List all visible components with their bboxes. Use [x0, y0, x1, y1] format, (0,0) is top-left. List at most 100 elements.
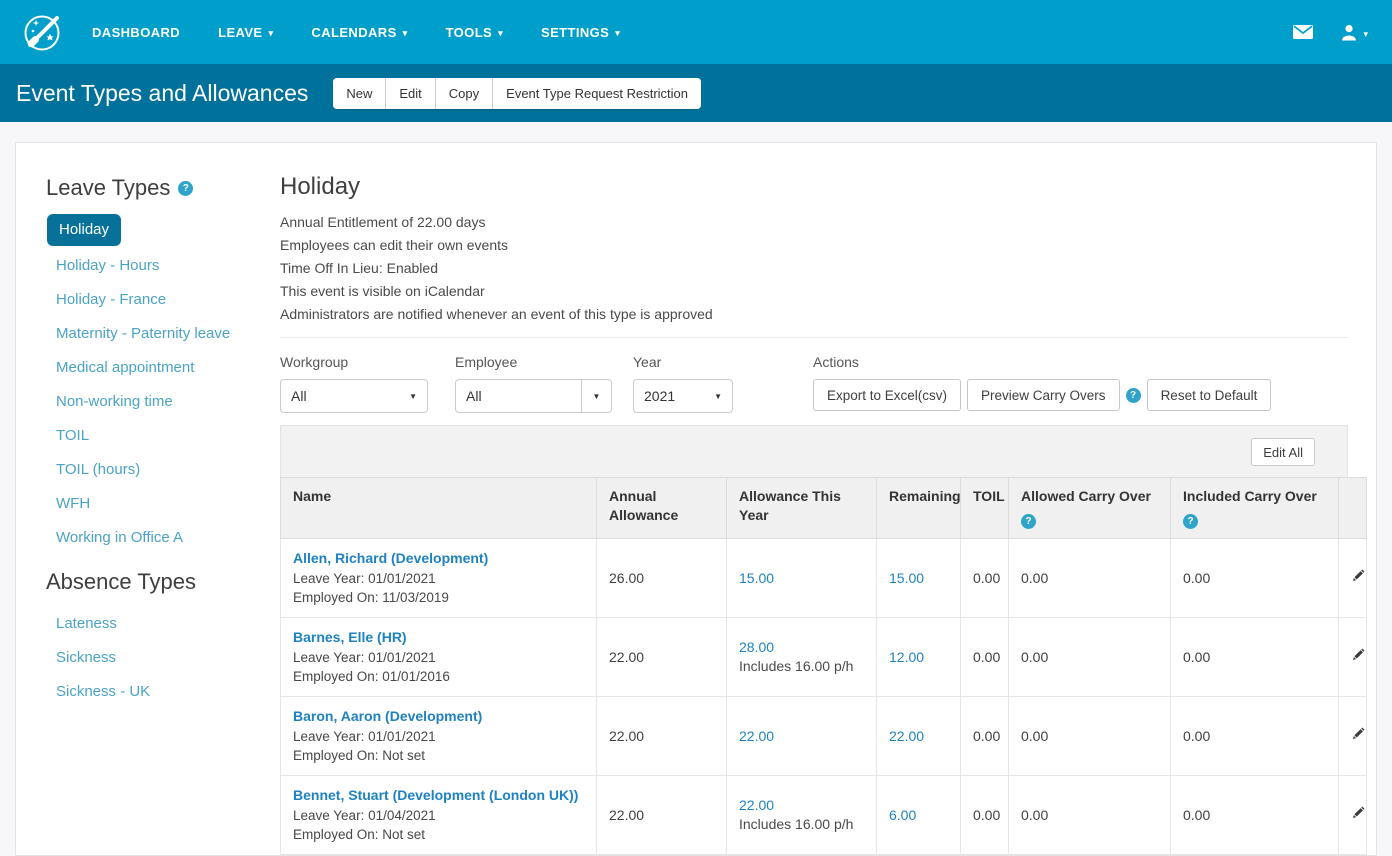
export-to-excel-button[interactable]: Export to Excel(csv) — [813, 379, 962, 411]
sidebar-leave-type-item[interactable]: Working in Office A — [56, 529, 184, 546]
reset-to-default-button[interactable]: Reset to Default — [1146, 379, 1272, 411]
remaining-cell: 22.00 — [876, 696, 961, 776]
sidebar-leave-type-item[interactable]: Holiday - Hours — [56, 257, 160, 274]
employee-select-caret-segment[interactable]: ▼ — [581, 380, 611, 412]
allowances-table: Name Annual Allowance Allowance This Yea… — [280, 477, 1367, 855]
sidebar-leave-type-item[interactable]: Holiday — [47, 214, 122, 246]
page-action-button[interactable]: Copy — [435, 77, 494, 109]
remaining-link[interactable]: 6.00 — [889, 806, 917, 823]
carry-overs-help-icon[interactable]: ? — [1125, 387, 1141, 403]
employee-name-link[interactable]: Baron, Aaron (Development) — [293, 708, 483, 724]
event-type-meta-line: Administrators are notified whenever an … — [280, 306, 713, 322]
sidebar-leave-type-item[interactable]: Maternity - Paternity leave — [56, 325, 231, 342]
edit-row-cell — [1338, 854, 1367, 855]
edit-pencil-icon[interactable] — [1351, 647, 1366, 667]
edit-pencil-icon[interactable] — [1351, 805, 1366, 825]
employee-name-cell: Barnes, Elle (HR) Leave Year: 01/01/2021… — [280, 617, 597, 697]
edit-pencil-icon[interactable] — [1351, 568, 1366, 588]
sidebar-leave-type-item[interactable]: TOIL — [56, 427, 90, 444]
employee-name-link[interactable]: Barnes, Elle (HR) — [293, 629, 407, 645]
allowance-note: Includes 16.00 p/h — [739, 658, 854, 674]
main-panel: Holiday Annual Entitlement of 22.00 days… — [280, 167, 1367, 855]
sidebar-absence-type-item[interactable]: Sickness — [56, 649, 117, 666]
page-action-button-group: New Edit Copy Event Type Request Restric… — [333, 77, 702, 109]
section-divider — [280, 337, 1348, 338]
included-carry-over-cell: 0.00 — [1170, 538, 1339, 618]
allowance-this-year-link[interactable]: 22.00 — [739, 727, 775, 744]
allowance-this-year-link[interactable]: 28.00 — [739, 639, 775, 655]
sidebar-absence-type-item[interactable]: Lateness — [56, 615, 117, 632]
col-header-toil: TOIL — [960, 477, 1009, 539]
included-carry-over-label: Included Carry Over — [1183, 488, 1317, 504]
chevron-down-icon: ▾ — [1363, 28, 1368, 39]
nav-menu-item-label: LEAVE — [218, 24, 263, 40]
allowed-carry-over-cell: 0.00 — [1008, 538, 1171, 618]
nav-menu-item[interactable]: LEAVE ▾ — [218, 25, 273, 40]
event-type-meta-line: This event is visible on iCalendar — [280, 283, 485, 299]
remaining-link[interactable]: 15.00 — [889, 569, 925, 586]
leave-types-help-icon[interactable]: ? — [178, 180, 194, 196]
edit-row-cell — [1338, 775, 1367, 855]
mail-icon[interactable] — [1293, 25, 1314, 39]
sidebar-leave-type-item[interactable]: Holiday - France — [56, 291, 167, 308]
year-filter: Year 2021 ▼ — [633, 354, 733, 413]
main-nav-menu: DASHBOARD ▾ LEAVE ▾ CALENDARS ▾ TOOLS ▾ … — [92, 25, 658, 40]
sidebar-leave-type-item[interactable]: Medical appointment — [56, 359, 195, 376]
sidebar-leave-type-item[interactable]: WFH — [56, 495, 91, 512]
preview-carry-overs-button[interactable]: Preview Carry Overs — [967, 379, 1120, 411]
col-header-edit — [1338, 477, 1367, 539]
page-action-button[interactable]: Event Type Request Restriction — [493, 77, 702, 109]
annual-allowance-cell: 22.00 — [596, 617, 727, 697]
edit-row-cell — [1338, 617, 1367, 697]
allowance-this-year-cell: 15.00 — [726, 538, 877, 618]
employee-select[interactable]: All ▼ — [455, 379, 612, 413]
remaining-link[interactable]: 12.00 — [889, 648, 925, 665]
allowed-carry-over-cell: 0.00 — [1008, 617, 1171, 697]
app-logo-icon[interactable] — [22, 10, 64, 54]
event-type-meta-line: Annual Entitlement of 22.00 days — [280, 214, 486, 230]
absence-types-heading-label: Absence Types — [46, 569, 197, 594]
remaining-cell: 6.00 — [876, 775, 961, 855]
allowed-carry-over-help-icon[interactable]: ? — [1021, 514, 1036, 529]
allowance-this-year-link[interactable]: 22.00 — [739, 797, 775, 813]
nav-menu-item[interactable]: CALENDARS ▾ — [311, 25, 407, 40]
edit-row-cell — [1338, 696, 1367, 776]
chevron-down-icon: ▾ — [268, 27, 274, 38]
toil-cell: 0.00 — [960, 538, 1009, 618]
content-card: Leave Types ? Holiday Holiday - Hours Ho… — [15, 142, 1377, 856]
edit-all-button[interactable]: Edit All — [1251, 438, 1315, 466]
event-type-meta-line: Employees can edit their own events — [280, 237, 509, 253]
year-select[interactable]: 2021 ▼ — [633, 379, 733, 413]
employee-name-link[interactable]: Allen, Richard (Development) — [293, 550, 489, 566]
leave-year-text: Leave Year: 01/01/2021 — [293, 650, 436, 665]
col-header-allowed-carry-over: Allowed Carry Over ? — [1008, 477, 1171, 539]
nav-menu-item-label: TOOLS — [445, 24, 493, 40]
workgroup-filter: Workgroup All ▼ — [280, 354, 428, 413]
user-menu[interactable]: ▾ — [1341, 24, 1368, 41]
included-carry-over-help-icon[interactable]: ? — [1183, 514, 1198, 529]
nav-menu-item[interactable]: DASHBOARD ▾ — [92, 25, 180, 40]
sidebar-leave-type-item[interactable]: Non-working time — [56, 393, 173, 410]
nav-menu-item-label: SETTINGS — [541, 24, 610, 40]
allowance-this-year-cell: 22.00 Includes 16.00 p/h — [726, 775, 877, 855]
edit-pencil-icon[interactable] — [1351, 726, 1366, 746]
leave-types-heading-label: Leave Types — [46, 175, 171, 200]
filters-row: Workgroup All ▼ Employee All ▼ — [280, 354, 1348, 413]
workgroup-select[interactable]: All ▼ — [280, 379, 428, 413]
page-action-button[interactable]: New — [333, 77, 387, 109]
employed-on-text: Employed On: 01/01/2016 — [293, 669, 450, 684]
sidebar-leave-type-item[interactable]: TOIL (hours) — [56, 461, 141, 478]
nav-menu-item[interactable]: TOOLS ▾ — [446, 25, 503, 40]
employee-name-cell: Allen, Richard (Development) Leave Year:… — [280, 538, 597, 618]
employee-name-link[interactable]: Bennet, Stuart (Development (London UK)) — [293, 787, 579, 803]
sidebar-absence-type-item[interactable]: Sickness - UK — [56, 683, 151, 700]
annual-allowance-cell: 26.00 — [596, 538, 727, 618]
leave-year-text: Leave Year: 01/01/2021 — [293, 729, 436, 744]
page-action-button[interactable]: Edit — [386, 77, 436, 109]
remaining-cell: 12.00 — [876, 617, 961, 697]
remaining-link[interactable]: 22.00 — [889, 727, 925, 744]
leave-types-list: Holiday Holiday - Hours Holiday - France… — [46, 213, 254, 555]
allowance-this-year-link[interactable]: 15.00 — [739, 569, 775, 586]
absence-types-heading: Absence Types — [46, 569, 254, 595]
nav-menu-item[interactable]: SETTINGS ▾ — [541, 25, 620, 40]
